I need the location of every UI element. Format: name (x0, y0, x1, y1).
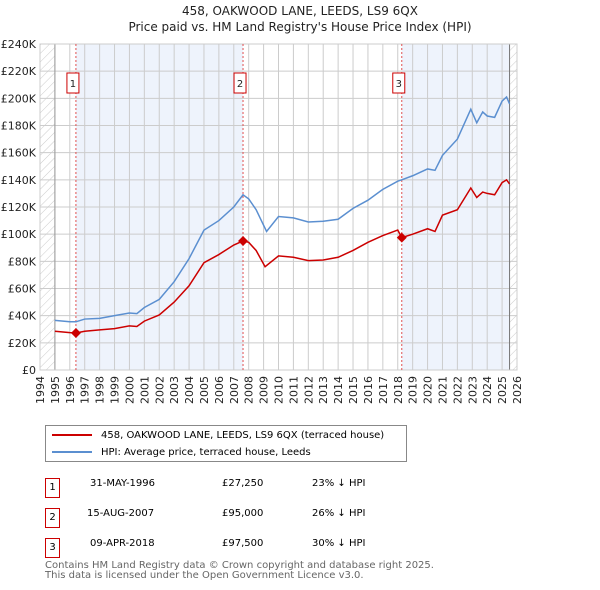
sale-badge: 2 (45, 508, 60, 528)
sale-row: 3 09-APR-2018 £97,500 30% ↓ HPI (45, 535, 465, 558)
sale-price: £97,500 (222, 538, 264, 549)
sale-date: 09-APR-2018 (90, 538, 155, 549)
sale-row: 2 15-AUG-2007 £95,000 26% ↓ HPI (45, 505, 465, 528)
x-tick-label: 2015 (347, 376, 360, 404)
x-tick-label: 2013 (317, 376, 330, 404)
legend-swatch-hpi (52, 451, 92, 453)
footer: Contains HM Land Registry data © Crown c… (45, 561, 434, 581)
x-tick-label: 2021 (436, 376, 449, 404)
sale-hpi-diff: 23% ↓ HPI (312, 478, 366, 489)
sale-row: 1 31-MAY-1996 £27,250 23% ↓ HPI (45, 475, 465, 498)
y-tick-label: £40K (8, 310, 37, 323)
y-tick-label: £100K (1, 228, 37, 241)
legend-swatch-price (52, 434, 92, 436)
sale-hpi-diff: 30% ↓ HPI (312, 538, 366, 549)
x-tick-label: 2025 (496, 376, 509, 404)
x-tick-label: 2019 (407, 376, 420, 404)
x-tick-label: 2000 (123, 376, 136, 404)
x-tick-label: 1995 (49, 376, 62, 404)
x-tick-label: 2001 (138, 376, 151, 404)
chart-subtitle: Price paid vs. HM Land Registry's House … (128, 20, 472, 34)
sale-marker-box (392, 72, 406, 94)
x-tick-label: 2026 (511, 376, 524, 404)
y-tick-label: £200K (1, 92, 37, 105)
x-tick-label: 2024 (481, 376, 494, 404)
x-tick-label: 2008 (243, 376, 256, 404)
hpi-line (54, 95, 511, 323)
x-tick-label: 2003 (168, 376, 181, 404)
legend-label-hpi: HPI: Average price, terraced house, Leed… (101, 446, 311, 458)
y-tick-label: £0 (22, 364, 36, 377)
x-tick-label: 1994 (34, 376, 47, 404)
chart-plot: 1994 1995 1996 1997 1998 1999 2000 2001 2002 2003… (1, 38, 524, 404)
sale-marker-box (233, 72, 247, 94)
x-tick-label: 1997 (79, 376, 92, 404)
x-tick-label: 1998 (94, 376, 107, 404)
x-tick-label: 1996 (64, 376, 77, 404)
y-tick-label: £120K (1, 201, 37, 214)
y-tick-label: £180K (1, 120, 37, 133)
sale-badge: 3 (45, 538, 60, 558)
sale-point (70, 327, 81, 338)
sale-marker-label: 1 (70, 79, 76, 90)
sale-point (396, 232, 407, 243)
x-tick-label: 2009 (258, 376, 271, 404)
x-tick-label: 2020 (422, 376, 435, 404)
sale-marker-label: 3 (396, 79, 402, 90)
sale-badge: 1 (45, 478, 60, 498)
legend: 458, OAKWOOD LANE, LEEDS, LS9 6QX (terra… (45, 425, 407, 462)
x-tick-label: 2005 (198, 376, 211, 404)
x-tick-label: 2017 (377, 376, 390, 404)
y-tick-label: £80K (8, 255, 37, 268)
sale-point (238, 235, 249, 246)
x-tick-label: 2010 (273, 376, 286, 404)
y-tick-label: £140K (1, 174, 37, 187)
y-tick-label: £20K (8, 337, 37, 350)
price-paid-line (54, 178, 511, 334)
y-tick-label: £220K (1, 65, 37, 78)
x-tick-label: 1999 (109, 376, 122, 404)
x-tick-label: 2023 (466, 376, 479, 404)
x-tick-label: 2004 (183, 376, 196, 404)
sale-marker-label: 2 (237, 79, 243, 90)
sale-price: £95,000 (222, 508, 264, 519)
sale-price: £27,250 (222, 478, 264, 489)
sale-marker-box (66, 72, 80, 94)
y-tick-label: £160K (1, 147, 37, 160)
y-tick-label: £60K (8, 283, 37, 296)
legend-label-price: 458, OAKWOOD LANE, LEEDS, LS9 6QX (terra… (101, 429, 385, 441)
y-tick-label: £240K (1, 38, 37, 51)
x-tick-label: 2012 (302, 376, 315, 404)
x-tick-label: 2006 (213, 376, 226, 404)
sale-hpi-diff: 26% ↓ HPI (312, 508, 366, 519)
chart-title: 458, OAKWOOD LANE, LEEDS, LS9 6QX (182, 4, 418, 18)
x-tick-label: 2002 (153, 376, 166, 404)
plot-border (39, 43, 518, 371)
sale-date: 15-AUG-2007 (87, 508, 155, 519)
x-tick-label: 2014 (332, 376, 345, 404)
x-tick-label: 2007 (228, 376, 241, 404)
footer-licence: This data is licensed under the Open Gov… (45, 570, 364, 581)
sale-date: 31-MAY-1996 (90, 478, 156, 489)
x-tick-label: 2022 (451, 376, 464, 404)
x-tick-label: 2011 (287, 376, 300, 404)
x-tick-label: 2018 (392, 376, 405, 404)
x-tick-label: 2016 (362, 376, 375, 404)
footer-copyright: Contains HM Land Registry data © Crown c… (45, 560, 434, 571)
